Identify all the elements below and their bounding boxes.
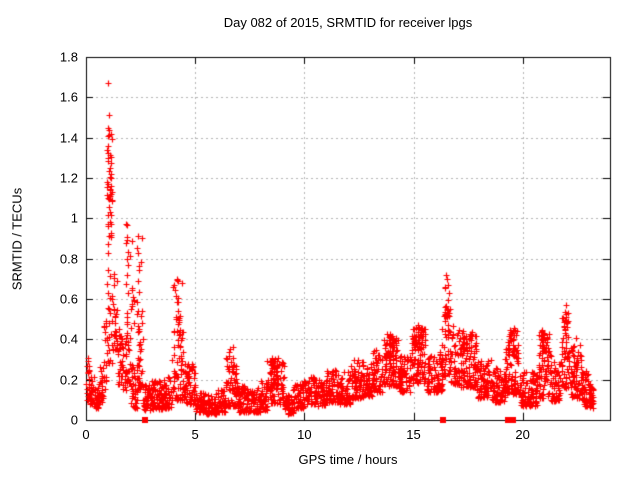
x-tick-label: 10 [297,427,312,442]
y-tick-label: 0.2 [59,372,78,388]
x-tick-label: 5 [191,427,199,442]
x-tick-label: 20 [515,427,530,442]
x-axis-label: GPS time / hours [298,452,398,467]
y-tick-label: 1.2 [59,170,78,186]
y-tick-label: 1.6 [59,89,78,105]
y-tick-label: 1.8 [59,49,78,65]
x-tick-label: 15 [406,427,421,442]
y-tick-label: 0 [70,412,78,428]
x-tick-label: 0 [82,427,90,442]
y-tick-label: 1 [70,210,78,226]
chart-title: Day 082 of 2015, SRMTID for receiver lpg… [223,15,473,30]
y-tick-label: 1.4 [59,130,78,146]
y-tick-label: 0.6 [59,291,78,307]
y-tick-label: 0.4 [59,331,78,347]
y-axis-label: SRMTID / TECUs [9,187,25,291]
y-tick-label: 0.8 [59,251,78,267]
